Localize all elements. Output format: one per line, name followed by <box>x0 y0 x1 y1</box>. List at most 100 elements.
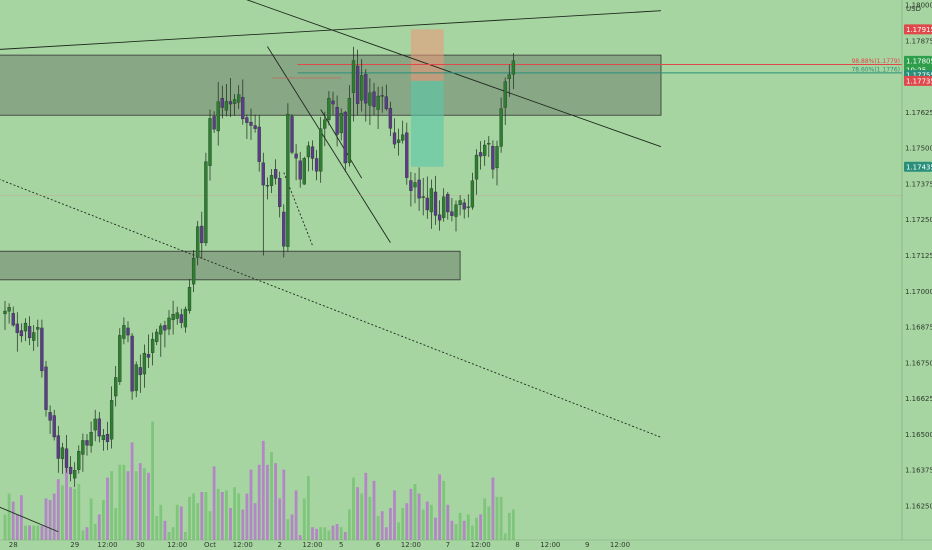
candle-body[interactable] <box>183 308 188 328</box>
candle-body[interactable] <box>511 60 516 75</box>
candle-body[interactable] <box>429 188 434 213</box>
candle-body[interactable] <box>208 118 212 166</box>
candle-body[interactable] <box>294 153 298 159</box>
candle-body[interactable] <box>310 146 315 159</box>
candle-body[interactable] <box>327 98 331 120</box>
candle-body[interactable] <box>68 466 73 475</box>
candle-body[interactable] <box>257 126 261 162</box>
candle-body[interactable] <box>351 60 356 93</box>
candle-body[interactable] <box>212 116 216 130</box>
candle-body[interactable] <box>44 366 48 410</box>
candle-body[interactable] <box>376 95 380 110</box>
candle-body[interactable] <box>77 451 81 470</box>
candle-body[interactable] <box>204 161 208 244</box>
candle-body[interactable] <box>446 194 450 213</box>
candle-body[interactable] <box>142 352 147 375</box>
lower-zone[interactable] <box>0 250 461 281</box>
candle-body[interactable] <box>368 92 372 106</box>
candle-body[interactable] <box>413 182 417 188</box>
candle-body[interactable] <box>196 226 200 258</box>
candle-body[interactable] <box>48 412 52 421</box>
candle-body[interactable] <box>7 307 11 312</box>
candle-body[interactable] <box>450 211 454 216</box>
candle-body[interactable] <box>40 327 44 372</box>
candle-body[interactable] <box>323 119 327 129</box>
price-axis[interactable]: 1.180001.178751.177501.176251.175001.173… <box>901 0 932 540</box>
candle-body[interactable] <box>146 354 151 358</box>
candle-body[interactable] <box>380 95 384 97</box>
candle-body[interactable] <box>126 327 130 336</box>
candle-body[interactable] <box>187 287 192 311</box>
candle-body[interactable] <box>105 433 110 443</box>
candle-body[interactable] <box>507 74 511 80</box>
candle-body[interactable] <box>331 100 335 105</box>
candle-body[interactable] <box>360 75 364 101</box>
candle-body[interactable] <box>372 91 376 107</box>
candle-body[interactable] <box>269 175 274 186</box>
candle-body[interactable] <box>249 121 253 126</box>
candle-body[interactable] <box>15 323 19 333</box>
candle-body[interactable] <box>499 108 503 147</box>
candle-body[interactable] <box>200 225 204 244</box>
price-tag[interactable] <box>904 55 932 66</box>
candle-body[interactable] <box>114 377 118 397</box>
candle-body[interactable] <box>232 99 237 104</box>
candle-body[interactable] <box>52 415 56 438</box>
candle-body[interactable] <box>85 440 89 446</box>
candle-body[interactable] <box>130 335 134 392</box>
candle-body[interactable] <box>3 310 7 315</box>
candle-body[interactable] <box>388 108 393 129</box>
candle-body[interactable] <box>155 331 159 342</box>
candle-body[interactable] <box>138 367 142 376</box>
candle-body[interactable] <box>109 400 114 440</box>
candle-body[interactable] <box>261 162 265 186</box>
candle-body[interactable] <box>470 180 475 208</box>
candle-body[interactable] <box>81 440 85 455</box>
take-profit-area[interactable] <box>410 80 444 167</box>
candle-body[interactable] <box>224 101 229 111</box>
candle-body[interactable] <box>118 335 122 382</box>
candle-body[interactable] <box>347 98 352 163</box>
candle-body[interactable] <box>466 206 470 208</box>
candle-body[interactable] <box>478 152 483 157</box>
candle-body[interactable] <box>483 144 487 156</box>
candle-body[interactable] <box>282 211 286 247</box>
long-dotted[interactable] <box>0 122 662 438</box>
candle-body[interactable] <box>241 97 245 120</box>
candle-body[interactable] <box>306 145 311 158</box>
time-axis[interactable]: 28 29 12:00 30 12:00 Oct 12:00 2 12:00 5 6 12:00 7 12… <box>0 539 932 549</box>
candle-body[interactable] <box>355 65 360 104</box>
upper-trendline[interactable] <box>0 10 662 58</box>
candle-body[interactable] <box>503 81 507 108</box>
lower-left-trendline[interactable] <box>0 446 59 533</box>
candle-body[interactable] <box>364 74 368 104</box>
candle-body[interactable] <box>122 325 126 339</box>
candle-body[interactable] <box>171 314 175 321</box>
candle-body[interactable] <box>421 196 425 198</box>
candle-body[interactable] <box>487 143 491 145</box>
candle-body[interactable] <box>220 98 224 108</box>
candle-body[interactable] <box>159 325 163 335</box>
candle-body[interactable] <box>237 94 241 103</box>
candle-body[interactable] <box>335 107 339 135</box>
candle-body[interactable] <box>175 312 179 319</box>
candle-body[interactable] <box>56 435 60 459</box>
candle-body[interactable] <box>437 214 442 221</box>
candle-body[interactable] <box>36 327 40 330</box>
candle-body[interactable] <box>409 180 413 191</box>
pattern-descending-2[interactable] <box>320 109 363 179</box>
candle-body[interactable] <box>19 330 24 337</box>
candle-body[interactable] <box>167 317 171 330</box>
candle-body[interactable] <box>150 338 155 353</box>
pattern-descending[interactable] <box>267 46 391 243</box>
candle-body[interactable] <box>228 101 233 105</box>
candle-body[interactable] <box>27 326 32 339</box>
candle-body[interactable] <box>458 200 462 205</box>
candle-body[interactable] <box>163 325 167 331</box>
candle-body[interactable] <box>265 185 270 187</box>
candle-body[interactable] <box>343 111 347 164</box>
candle-body[interactable] <box>474 154 479 180</box>
candle-body[interactable] <box>392 132 397 145</box>
candle-body[interactable] <box>273 169 278 179</box>
